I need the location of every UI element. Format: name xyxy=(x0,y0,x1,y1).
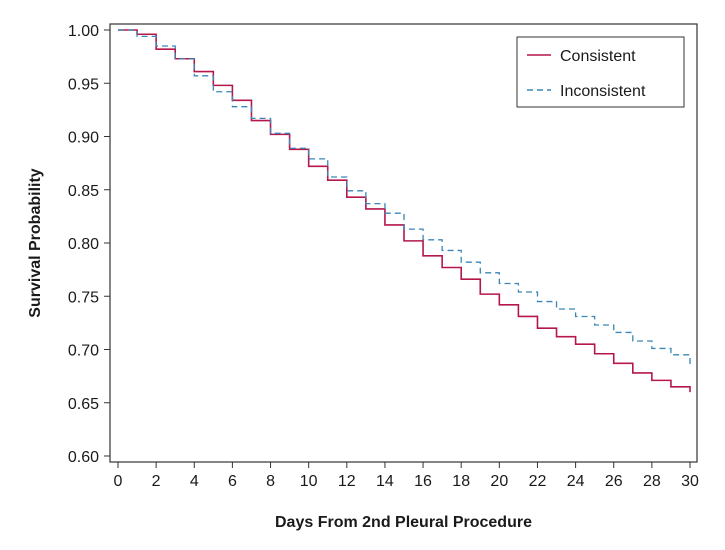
series-layer xyxy=(118,29,691,393)
x-tick-label: 28 xyxy=(643,473,661,490)
x-axis-ticks: 0 2 4 6 8 10 12 14 16 18 20 22 24 26 28 30 xyxy=(114,462,699,490)
x-tick-label: 10 xyxy=(300,473,318,490)
x-tick-label: 0 xyxy=(114,473,123,490)
x-tick-label: 14 xyxy=(376,473,394,490)
x-tick-label: 26 xyxy=(605,473,623,490)
legend-label-consistent: Consistent xyxy=(560,48,636,65)
y-tick-label: 0.80 xyxy=(68,236,99,253)
x-tick-label: 16 xyxy=(414,473,432,490)
x-tick-label: 8 xyxy=(266,473,275,490)
legend-item-consistent: Consistent xyxy=(527,48,636,65)
y-tick-label: 0.75 xyxy=(68,289,99,306)
x-tick-label: 6 xyxy=(228,473,237,490)
y-tick-label: 0.70 xyxy=(68,343,99,360)
x-tick-label: 4 xyxy=(190,473,199,490)
y-tick-label: 0.90 xyxy=(68,130,99,147)
x-tick-label: 24 xyxy=(567,473,585,490)
legend: Consistent Inconsistent xyxy=(516,36,685,108)
y-axis-title: Survival Probability xyxy=(27,168,44,317)
x-tick-label: 18 xyxy=(452,473,470,490)
x-tick-label: 20 xyxy=(490,473,508,490)
x-tick-label: 30 xyxy=(681,473,699,490)
y-tick-label: 0.65 xyxy=(68,396,99,413)
x-tick-label: 2 xyxy=(152,473,161,490)
y-axis-ticks: 0.60 0.65 0.70 0.75 0.80 0.85 0.90 0.95 1.00 xyxy=(68,23,110,466)
series-line-inconsistent xyxy=(118,29,691,365)
y-tick-label: 1.00 xyxy=(68,23,99,40)
y-tick-label: 0.85 xyxy=(68,183,99,200)
x-tick-label: 12 xyxy=(338,473,356,490)
y-tick-label: 0.60 xyxy=(68,449,99,466)
x-axis-title: Days From 2nd Pleural Procedure xyxy=(275,514,532,531)
legend-box xyxy=(516,36,685,108)
legend-item-inconsistent: Inconsistent xyxy=(527,83,646,100)
x-tick-label: 22 xyxy=(529,473,547,490)
y-tick-label: 0.95 xyxy=(68,76,99,93)
legend-label-inconsistent: Inconsistent xyxy=(560,83,646,100)
